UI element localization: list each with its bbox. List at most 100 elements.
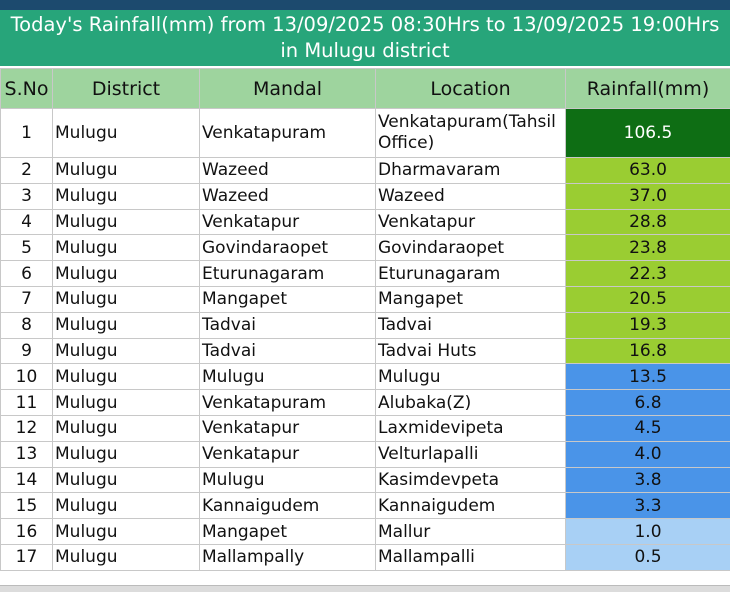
- top-bar: [0, 0, 730, 10]
- cell-rainfall: 0.5: [566, 544, 730, 570]
- cell-district: Mulugu: [53, 364, 200, 390]
- cell-sno: 4: [1, 209, 53, 235]
- cell-sno: 16: [1, 519, 53, 545]
- report-title: Today's Rainfall(mm) from 13/09/2025 08:…: [0, 10, 730, 66]
- cell-sno: 2: [1, 158, 53, 184]
- cell-district: Mulugu: [53, 183, 200, 209]
- cell-district: Mulugu: [53, 286, 200, 312]
- header-sno: S.No: [1, 69, 53, 109]
- header-rainfall: Rainfall(mm): [566, 69, 730, 109]
- cell-district: Mulugu: [53, 390, 200, 416]
- cell-location: Tadvai: [376, 312, 566, 338]
- cell-district: Mulugu: [53, 544, 200, 570]
- cell-rainfall: 28.8: [566, 209, 730, 235]
- cell-sno: 7: [1, 286, 53, 312]
- cell-mandal: Venkatapur: [200, 415, 376, 441]
- cell-mandal: Mulugu: [200, 467, 376, 493]
- cell-rainfall: 3.3: [566, 493, 730, 519]
- cell-location: Mallampalli: [376, 544, 566, 570]
- cell-location: Mangapet: [376, 286, 566, 312]
- cell-mandal: Wazeed: [200, 158, 376, 184]
- cell-location: Govindaraopet: [376, 235, 566, 261]
- rainfall-table: S.No District Mandal Location Rainfall(m…: [0, 68, 730, 571]
- cell-location: Kannaigudem: [376, 493, 566, 519]
- cell-location: Kasimdevpeta: [376, 467, 566, 493]
- cell-district: Mulugu: [53, 235, 200, 261]
- cell-district: Mulugu: [53, 415, 200, 441]
- cell-sno: 11: [1, 390, 53, 416]
- table-header-row: S.No District Mandal Location Rainfall(m…: [1, 69, 730, 109]
- cell-rainfall: 4.0: [566, 441, 730, 467]
- cell-rainfall: 13.5: [566, 364, 730, 390]
- cell-sno: 1: [1, 109, 53, 158]
- cell-sno: 10: [1, 364, 53, 390]
- cell-location: Mallur: [376, 519, 566, 545]
- cell-location: Tadvai Huts: [376, 338, 566, 364]
- cell-rainfall: 16.8: [566, 338, 730, 364]
- cell-district: Mulugu: [53, 338, 200, 364]
- cell-location: Mulugu: [376, 364, 566, 390]
- cell-rainfall: 106.5: [566, 109, 730, 158]
- cell-mandal: Venkatapuram: [200, 109, 376, 158]
- cell-mandal: Wazeed: [200, 183, 376, 209]
- cell-rainfall: 6.8: [566, 390, 730, 416]
- cell-mandal: Venkatapuram: [200, 390, 376, 416]
- cell-sno: 8: [1, 312, 53, 338]
- cell-sno: 9: [1, 338, 53, 364]
- cell-mandal: Mangapet: [200, 286, 376, 312]
- cell-location: Venkatapuram(Tahsil Office): [376, 109, 566, 158]
- cell-mandal: Tadvai: [200, 312, 376, 338]
- cell-district: Mulugu: [53, 519, 200, 545]
- title-line-1: Today's Rainfall(mm) from 13/09/2025 08:…: [0, 12, 730, 38]
- cell-district: Mulugu: [53, 261, 200, 287]
- cell-rainfall: 63.0: [566, 158, 730, 184]
- cell-rainfall: 19.3: [566, 312, 730, 338]
- cell-sno: 6: [1, 261, 53, 287]
- cell-mandal: Mallampally: [200, 544, 376, 570]
- cell-mandal: Mangapet: [200, 519, 376, 545]
- cell-rainfall: 37.0: [566, 183, 730, 209]
- cell-sno: 13: [1, 441, 53, 467]
- cell-location: Laxmidevipeta: [376, 415, 566, 441]
- cell-district: Mulugu: [53, 312, 200, 338]
- header-location: Location: [376, 69, 566, 109]
- cell-rainfall: 22.3: [566, 261, 730, 287]
- title-line-2: in Mulugu district: [0, 38, 730, 64]
- cell-mandal: Govindaraopet: [200, 235, 376, 261]
- cell-location: Venkatapur: [376, 209, 566, 235]
- cell-sno: 17: [1, 544, 53, 570]
- cell-district: Mulugu: [53, 209, 200, 235]
- cell-sno: 14: [1, 467, 53, 493]
- cell-mandal: Venkatapur: [200, 209, 376, 235]
- header-mandal: Mandal: [200, 69, 376, 109]
- cell-sno: 15: [1, 493, 53, 519]
- cell-location: Wazeed: [376, 183, 566, 209]
- cell-location: Eturunagaram: [376, 261, 566, 287]
- cell-mandal: Tadvai: [200, 338, 376, 364]
- cell-district: Mulugu: [53, 441, 200, 467]
- cell-district: Mulugu: [53, 158, 200, 184]
- cell-rainfall: 23.8: [566, 235, 730, 261]
- cell-rainfall: 3.8: [566, 467, 730, 493]
- cell-district: Mulugu: [53, 467, 200, 493]
- cell-mandal: Kannaigudem: [200, 493, 376, 519]
- header-district: District: [53, 69, 200, 109]
- cell-sno: 12: [1, 415, 53, 441]
